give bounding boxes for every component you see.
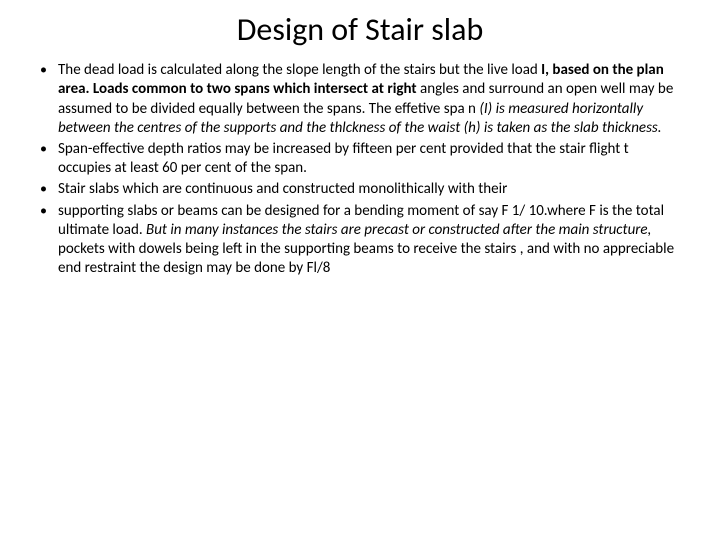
text-run: Stair slabs which are continuous and con… xyxy=(58,180,507,198)
bullet-item: Span-effective depth ratios may be incre… xyxy=(36,140,684,178)
text-run: pockets with dowels being left in the su… xyxy=(58,240,674,277)
bullet-item: The dead load is calculated along the sl… xyxy=(36,61,684,138)
bullet-item: supporting slabs or beams can be designe… xyxy=(36,202,684,279)
bullet-list: The dead load is calculated along the sl… xyxy=(36,61,684,278)
text-run: But in many instances the stairs are pre… xyxy=(146,221,651,239)
bullet-item: Stair slabs which are continuous and con… xyxy=(36,180,684,199)
slide: Design of Stair slab The dead load is ca… xyxy=(0,0,720,540)
text-run: The dead load is calculated along the sl… xyxy=(58,61,541,79)
text-run: Span-effective depth ratios may be incre… xyxy=(58,140,629,177)
slide-title: Design of Stair slab xyxy=(36,12,684,47)
